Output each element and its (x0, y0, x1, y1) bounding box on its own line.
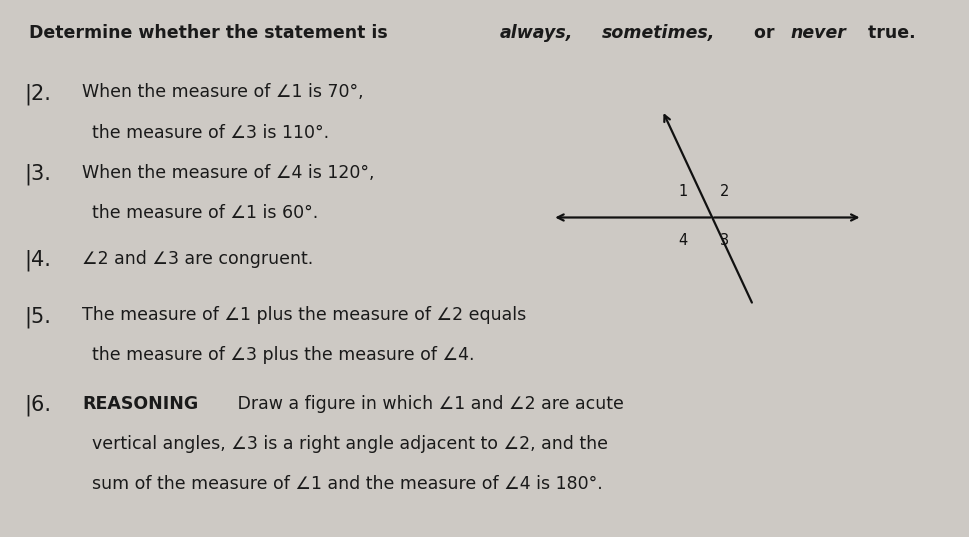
Text: 2: 2 (720, 184, 730, 199)
Text: the measure of ∠3 plus the measure of ∠4.: the measure of ∠3 plus the measure of ∠4… (92, 346, 475, 365)
Text: sometimes,: sometimes, (602, 24, 715, 42)
Text: |3.: |3. (24, 164, 51, 185)
Text: |6.: |6. (24, 395, 51, 416)
Text: ∠2 and ∠3 are congruent.: ∠2 and ∠3 are congruent. (82, 250, 314, 268)
Text: never: never (791, 24, 846, 42)
Text: or: or (748, 24, 781, 42)
Text: |4.: |4. (24, 250, 51, 271)
Text: When the measure of ∠4 is 120°,: When the measure of ∠4 is 120°, (82, 164, 375, 182)
Text: Draw a figure in which ∠1 and ∠2 are acute: Draw a figure in which ∠1 and ∠2 are acu… (233, 395, 624, 413)
Text: |5.: |5. (24, 306, 51, 328)
Text: The measure of ∠1 plus the measure of ∠2 equals: The measure of ∠1 plus the measure of ∠2… (82, 306, 526, 324)
Text: the measure of ∠1 is 60°.: the measure of ∠1 is 60°. (92, 204, 318, 222)
Text: sum of the measure of ∠1 and the measure of ∠4 is 180°.: sum of the measure of ∠1 and the measure… (92, 475, 603, 494)
Text: Determine whether the statement is: Determine whether the statement is (29, 24, 393, 42)
Text: always,: always, (500, 24, 573, 42)
Text: REASONING: REASONING (82, 395, 199, 413)
Text: true.: true. (862, 24, 916, 42)
Text: vertical angles, ∠3 is a right angle adjacent to ∠2, and the: vertical angles, ∠3 is a right angle adj… (92, 435, 609, 453)
Text: the measure of ∠3 is 110°.: the measure of ∠3 is 110°. (92, 124, 329, 142)
Text: 1: 1 (678, 184, 688, 199)
Text: When the measure of ∠1 is 70°,: When the measure of ∠1 is 70°, (82, 83, 364, 101)
Text: |2.: |2. (24, 83, 51, 105)
Text: 4: 4 (678, 233, 688, 248)
Text: 3: 3 (720, 233, 729, 248)
